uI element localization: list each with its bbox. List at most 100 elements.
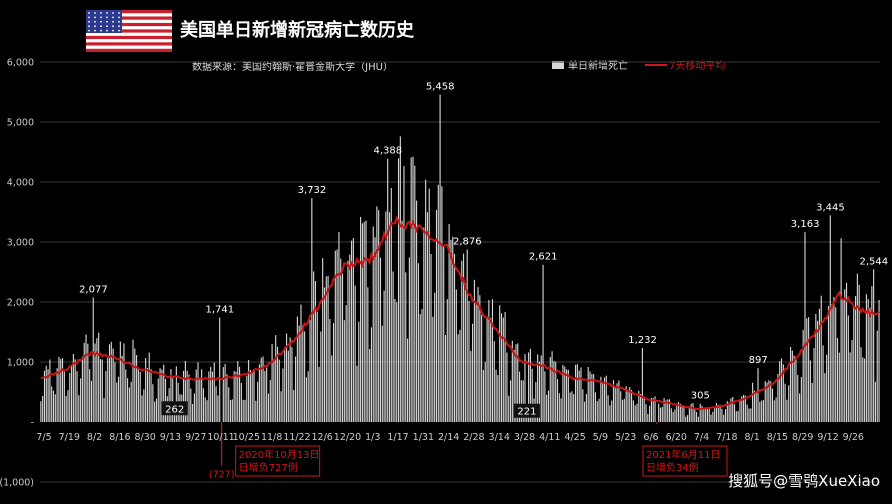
daily-death-bar (766, 382, 768, 422)
daily-death-bar (193, 393, 195, 422)
daily-death-bar (452, 236, 454, 422)
daily-death-bar (98, 332, 100, 422)
daily-death-bar (453, 253, 456, 422)
daily-death-bar (367, 287, 369, 422)
daily-death-bar (110, 341, 112, 422)
x-tick-label: 10/25 (233, 432, 260, 443)
daily-death-bar (788, 385, 790, 422)
daily-death-bar (130, 381, 132, 422)
daily-death-bar (101, 359, 103, 422)
daily-death-bar (703, 407, 705, 422)
daily-death-bar (266, 365, 268, 422)
daily-death-bar (484, 362, 486, 422)
flag-star (112, 16, 114, 19)
daily-death-bar (690, 403, 692, 422)
daily-death-bar (119, 341, 121, 422)
daily-death-bar (257, 381, 259, 422)
daily-death-bar (374, 237, 376, 422)
daily-death-bar (304, 331, 306, 422)
daily-death-bar (625, 386, 627, 422)
low-label-box (161, 401, 188, 416)
peak-data-label: 3,445 (816, 202, 845, 213)
daily-death-bar (61, 358, 64, 422)
negative-value-label: (727) (209, 470, 235, 481)
daily-death-bar (347, 260, 349, 422)
peak-data-label: 2,876 (453, 236, 482, 247)
x-tick-label: 9/12 (817, 432, 838, 443)
daily-death-bar (490, 318, 492, 422)
daily-death-bar (302, 325, 304, 422)
daily-death-bar (757, 368, 759, 422)
flag-stripe (86, 42, 172, 46)
daily-death-bar (237, 361, 239, 422)
daily-death-bar (768, 380, 770, 422)
daily-death-bar (87, 343, 89, 422)
daily-death-bar (184, 360, 186, 422)
daily-death-bar (847, 315, 849, 422)
daily-death-bar (573, 394, 575, 422)
daily-death-bar (338, 231, 340, 422)
daily-death-bar (314, 281, 317, 422)
daily-death-bar (170, 369, 172, 422)
x-tick-label: 2/28 (463, 432, 484, 443)
negative-note-value: 日增负727例 (239, 461, 298, 474)
daily-death-bar (752, 382, 754, 422)
daily-death-bar (632, 400, 634, 422)
daily-death-bar (450, 239, 452, 422)
daily-death-bar (240, 382, 242, 422)
daily-death-bar (598, 398, 600, 422)
flag-star (88, 20, 90, 23)
negative-note-value: 日增负34例 (646, 461, 699, 474)
daily-death-bar (332, 323, 335, 422)
daily-death-bar (594, 392, 597, 422)
flag-stripe (86, 22, 172, 27)
daily-death-bar (750, 408, 752, 422)
daily-death-bar (634, 405, 636, 422)
daily-death-bar (99, 359, 102, 422)
daily-death-bar (143, 389, 145, 422)
daily-death-bar (513, 350, 515, 422)
daily-death-bar (688, 408, 690, 422)
flag-star (106, 25, 108, 28)
daily-death-bar (817, 320, 819, 422)
flag-stripe (86, 10, 172, 14)
daily-death-bar (650, 397, 653, 422)
daily-death-bar (786, 399, 788, 422)
daily-death-bar (128, 387, 130, 422)
daily-death-bar (201, 369, 203, 422)
daily-death-bar (235, 371, 237, 422)
daily-death-bar (327, 275, 329, 422)
daily-death-bar (743, 394, 745, 422)
daily-death-bar (378, 210, 380, 422)
daily-death-bar (701, 405, 703, 422)
daily-death-bar (141, 395, 143, 422)
daily-death-bar (430, 253, 432, 422)
daily-death-bar (255, 400, 257, 422)
daily-death-bar (175, 366, 177, 422)
daily-death-bar (605, 375, 607, 422)
daily-death-bar (334, 250, 336, 422)
daily-death-bar (504, 312, 506, 422)
daily-death-bar (506, 352, 508, 422)
daily-death-bar (421, 309, 423, 422)
moving-average-line (40, 215, 880, 411)
daily-death-bar (697, 416, 699, 422)
daily-death-bar (531, 368, 533, 422)
flag-star (112, 29, 114, 32)
daily-death-bar (759, 401, 761, 422)
flag-star (112, 12, 114, 14)
daily-death-bar (42, 395, 44, 422)
daily-death-bar (793, 355, 795, 422)
daily-death-bar (835, 307, 837, 422)
x-tick-label: 7/5 (36, 432, 51, 443)
daily-death-bar (365, 220, 367, 422)
x-tick-label: 11/22 (283, 432, 310, 443)
flag-star (100, 20, 102, 23)
daily-death-bar (519, 371, 521, 422)
flag-star (118, 12, 120, 14)
daily-death-bar (658, 403, 660, 422)
daily-death-bar (146, 367, 149, 422)
daily-death-bar (90, 380, 93, 422)
daily-death-bar (457, 334, 459, 422)
daily-death-bar (562, 364, 564, 422)
